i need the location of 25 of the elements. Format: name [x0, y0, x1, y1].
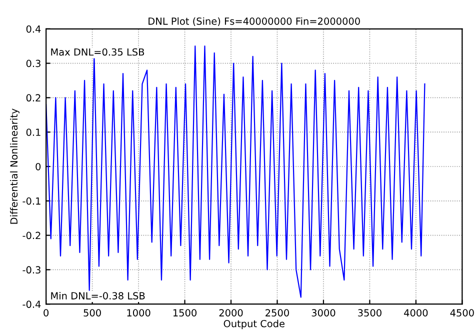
y-tick-label: 0.4: [26, 25, 41, 33]
x-tick-label: 1000: [127, 309, 150, 316]
x-tick-label: 1500: [173, 309, 196, 316]
y-tick-label: -0.2: [22, 232, 40, 240]
x-tick-label: 0: [44, 309, 49, 316]
y-tick-label: 0: [36, 162, 41, 170]
x-tick-label: 3500: [358, 309, 382, 316]
line-series: [46, 46, 426, 298]
y-tick-label: 0.1: [26, 128, 40, 136]
x-tick-label: 4000: [404, 309, 428, 316]
annotation: Min DNL=-0.38 LSB: [51, 292, 145, 300]
x-tick-label: 500: [84, 309, 101, 316]
x-tick-label: 3000: [312, 309, 336, 316]
y-axis-title: Differential Nonlinearity: [10, 108, 20, 224]
y-tick-label: 0.2: [26, 94, 40, 102]
x-tick-label: 4500: [450, 309, 474, 316]
y-tick-label: 0.3: [26, 60, 40, 68]
annotation: Max DNL=0.35 LSB: [51, 48, 144, 56]
x-tick-label: 2000: [219, 309, 243, 316]
x-axis-title: Output Code: [224, 320, 284, 330]
y-tick-label: -0.4: [22, 300, 41, 308]
x-tick-label: 2500: [266, 309, 289, 316]
y-tick-label: -0.3: [22, 266, 40, 274]
y-tick-label: -0.1: [22, 197, 40, 205]
chart-title: DNL Plot (Sine) Fs=40000000 Fin=2000000: [148, 17, 360, 26]
